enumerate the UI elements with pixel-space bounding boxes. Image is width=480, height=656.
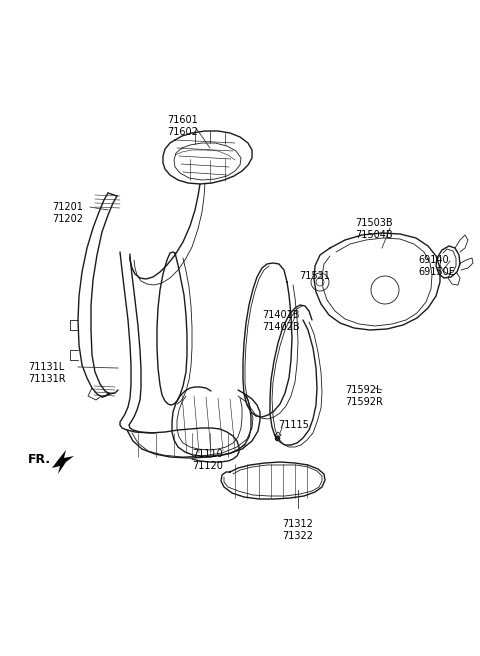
Text: 71201
71202: 71201 71202 (52, 202, 83, 224)
Text: 71601
71602: 71601 71602 (168, 115, 198, 136)
Text: 69140
69150E: 69140 69150E (418, 255, 455, 277)
Polygon shape (52, 450, 74, 474)
Text: 71312
71322: 71312 71322 (283, 519, 313, 541)
Text: 71115: 71115 (278, 420, 309, 430)
Text: 71531: 71531 (299, 271, 330, 281)
Text: 71503B
71504B: 71503B 71504B (355, 218, 393, 239)
Text: 71110
71120: 71110 71120 (192, 449, 223, 470)
Text: 71592L
71592R: 71592L 71592R (345, 385, 383, 407)
Text: FR.: FR. (28, 453, 51, 466)
Text: 71401B
71402B: 71401B 71402B (262, 310, 300, 331)
Text: 71131L
71131R: 71131L 71131R (28, 362, 66, 384)
